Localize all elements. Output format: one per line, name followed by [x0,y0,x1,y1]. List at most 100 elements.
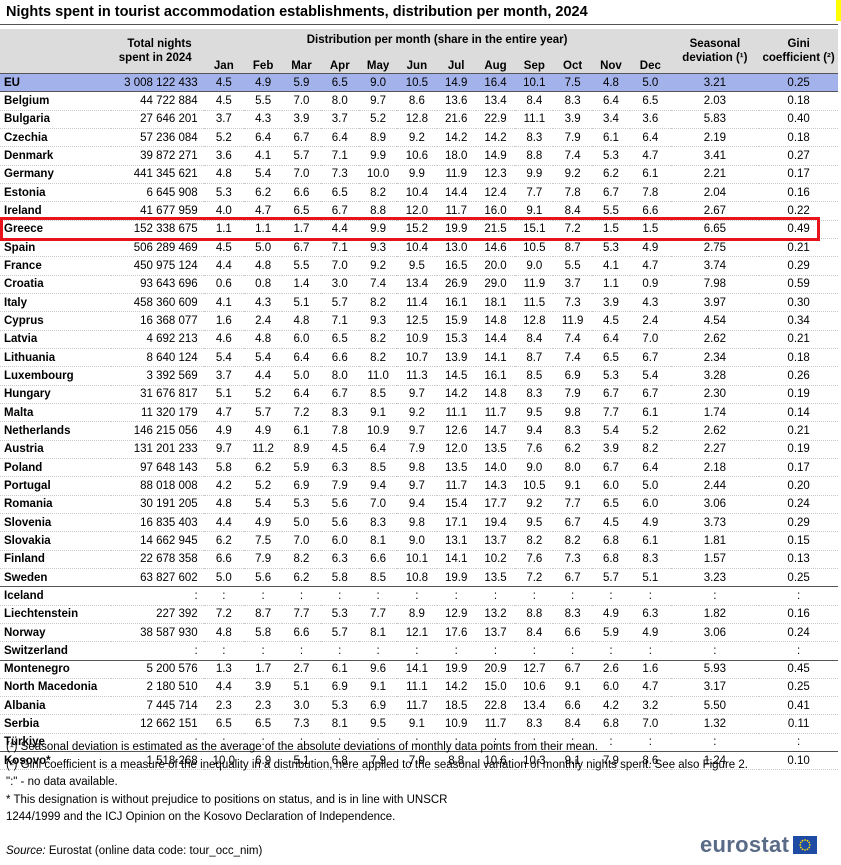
seasonal-deviation-cell: 3.06 [670,623,760,643]
table-row: Spain 506 289 469 4.5 5.0 6.7 7.1 9.3 10.4 13.0 1… [0,238,838,258]
month-share-cell: 4.1 [243,146,283,166]
data-table-container: Total nights spent in 2024 Distribution … [0,29,838,771]
gini-cell: 0.19 [759,385,838,404]
total-nights-cell: 88 018 008 [110,476,204,496]
total-nights-cell: 16 368 077 [110,311,204,331]
month-share-cell: : [243,641,283,661]
month-share-cell: 9.9 [397,165,437,184]
country-cell: France [0,256,111,276]
month-share-cell: 4.4 [320,220,359,239]
month-header-nov: Nov [591,53,631,74]
month-share-cell: 5.8 [243,623,283,643]
month-share-cell: 10.0 [358,165,398,184]
month-share-cell: 8.8 [515,605,554,624]
month-share-cell: : [630,641,671,661]
month-share-cell: 19.9 [436,220,476,239]
month-share-cell: 9.0 [358,72,398,93]
month-share-cell: 7.2 [515,568,554,588]
month-share-cell: 11.7 [475,403,516,423]
month-share-cell: 5.1 [203,385,244,404]
seasonal-deviation-cell: 1.24 [670,751,760,771]
month-share-cell: 14.4 [436,183,476,203]
seasonal-deviation-cell: : [670,641,760,661]
month-share-cell: 7.7 [282,605,321,624]
month-share-cell: 6.2 [243,183,283,203]
month-share-cell: 10.4 [397,183,437,203]
month-share-cell: 3.7 [553,275,592,294]
month-share-cell: 16.1 [436,293,476,313]
month-share-cell: 17.1 [436,513,476,533]
month-share-cell: 5.8 [203,458,244,478]
table-row: Belgium 44 722 884 4.5 5.5 7.0 8.0 9.7 8.6 13.6 1… [0,91,838,111]
month-share-cell: 18.1 [475,293,516,313]
month-share-cell: 16.0 [475,201,516,221]
month-share-cell: 4.9 [243,421,283,441]
month-share-cell: 5.6 [320,495,359,514]
month-share-cell: 7.3 [553,550,592,569]
month-share-cell: 14.7 [475,421,516,441]
month-share-cell: 2.3 [243,696,283,716]
total-nights-cell: 63 827 602 [110,568,204,588]
gini-cell: 0.10 [759,751,838,771]
seasonal-deviation-cell: 2.62 [670,421,760,441]
month-share-cell: 1.1 [203,220,244,239]
gini-cell: 0.29 [759,513,838,533]
month-share-cell: 7.7 [358,605,398,624]
month-share-cell: 11.1 [515,110,554,129]
month-share-cell: 6.3 [630,605,671,624]
month-share-cell: 17.7 [475,495,516,514]
month-share-cell: 22.8 [475,696,516,716]
footnotes: (¹) Seasonal deviation is estimated as t… [6,739,748,827]
month-share-cell: 8.0 [320,91,359,111]
month-share-cell: 7.9 [397,751,437,771]
month-share-cell: 1.5 [630,220,671,239]
month-share-cell: 8.4 [553,714,592,734]
seasonal-deviation-cell: 2.27 [670,440,760,459]
month-share-cell: 10.6 [475,751,516,771]
month-share-cell: 6.9 [553,366,592,386]
seasonal-deviation-cell: 3.23 [670,568,760,588]
month-share-cell: 6.5 [282,201,321,221]
month-share-cell: 7.9 [591,751,631,771]
month-share-cell: 8.1 [358,531,398,551]
month-share-cell: 0.9 [630,275,671,294]
month-share-cell: 6.6 [553,623,592,643]
month-share-cell: 11.0 [358,366,398,386]
table-row: Kosovo* 1 518 268 10.0 6.9 5.1 6.8 7.9 7.9 8.8 10… [0,751,838,771]
month-share-cell: 6.4 [630,458,671,478]
month-share-cell: : [553,641,592,661]
month-share-cell: 3.0 [320,275,359,294]
month-share-cell: 5.3 [282,495,321,514]
table-row: Ireland 41 677 959 4.0 4.7 6.5 6.7 8.8 12.0 11.7… [0,201,838,221]
seasonal-deviation-cell: 2.19 [670,128,760,148]
month-share-cell: 9.3 [358,311,398,331]
month-share-cell: 6.0 [591,678,631,698]
month-share-cell: 6.7 [282,128,321,148]
month-share-cell: 8.2 [630,440,671,459]
month-share-cell: 4.7 [630,256,671,276]
seasonal-deviation-cell: 1.57 [670,550,760,569]
month-share-cell: : [553,586,592,606]
month-share-cell: 5.7 [591,568,631,588]
country-cell: Croatia [0,275,111,294]
total-nights-cell: 3 008 122 433 [110,72,204,93]
month-share-cell: 7.2 [282,403,321,423]
month-share-cell: 16.4 [475,72,516,93]
footnote-kosovo-1: * This designation is without prejudice … [6,793,448,806]
month-share-cell: 6.3 [320,550,359,569]
table-row: Luxembourg 3 392 569 3.7 4.4 5.0 8.0 11.0 11.3 1… [0,366,838,386]
table-row: Denmark 39 872 271 3.6 4.1 5.7 7.1 9.9 10.6 18.0… [0,146,838,166]
seasonal-deviation-cell: 3.97 [670,293,760,313]
month-share-cell: 9.1 [553,678,592,698]
gini-cell: 0.20 [759,476,838,496]
month-share-cell: 8.7 [243,605,283,624]
month-share-cell: : [358,641,398,661]
month-share-cell: 14.2 [436,385,476,404]
month-share-cell: 6.7 [282,238,321,258]
month-share-cell: 3.9 [591,440,631,459]
total-nights-cell: 38 587 930 [110,623,204,643]
month-share-cell: 8.2 [515,531,554,551]
gini-cell: 0.17 [759,458,838,478]
month-share-cell: 4.5 [203,91,244,111]
month-share-cell: 10.9 [436,714,476,734]
